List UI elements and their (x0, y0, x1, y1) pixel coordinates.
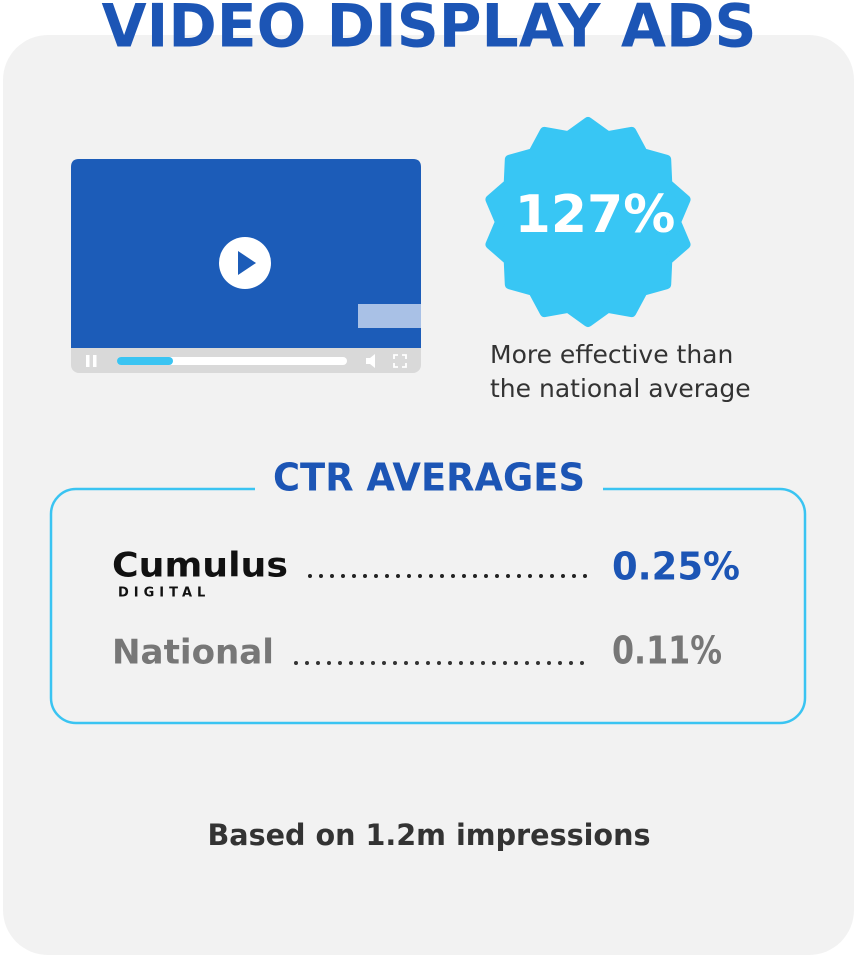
row-value: 0.25% (612, 545, 740, 589)
ctr-heading: CTR AVERAGES (273, 456, 585, 500)
pause-icon (93, 355, 97, 367)
row-name: Cumulus (112, 546, 288, 586)
heading-backdrop (255, 470, 603, 500)
overlay (358, 304, 421, 328)
footer-note: Based on 1.2m impressions (208, 818, 651, 852)
play-icon (238, 251, 256, 275)
badge-description: the national average (490, 374, 751, 403)
title: VIDEO DISPLAY ADS (102, 0, 757, 62)
row-subname: DIGITAL (118, 586, 210, 601)
pause-icon[interactable] (86, 355, 90, 367)
badge-value: 127% (515, 185, 676, 245)
badge-description: More effective than (490, 340, 733, 369)
progress-track[interactable] (117, 357, 347, 365)
fullscreen-icon[interactable] (393, 354, 407, 368)
row-name: National (112, 633, 274, 673)
starburst (485, 117, 691, 327)
video-player (71, 159, 421, 373)
volume-icon[interactable] (366, 354, 375, 368)
progress-fill (117, 357, 173, 365)
row-value: 0.11% (612, 629, 722, 673)
